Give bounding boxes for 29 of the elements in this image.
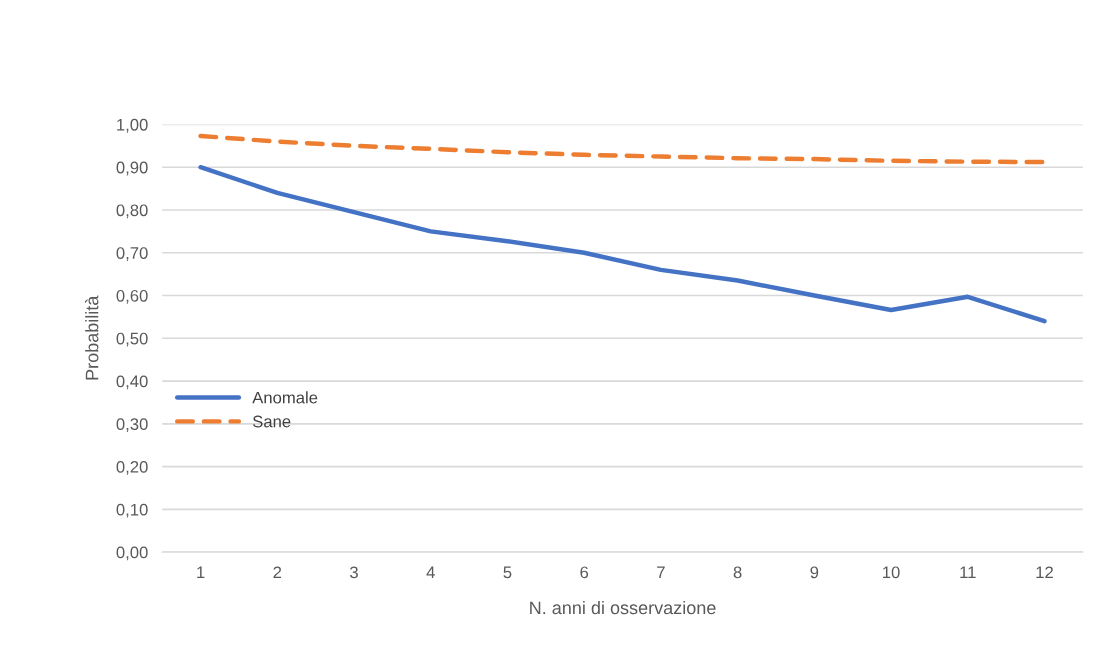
x-tick-label: 12 xyxy=(1036,566,1053,579)
y-tick-label: 0,20 xyxy=(116,460,148,475)
y-tick-label: 0,70 xyxy=(116,247,148,261)
x-tick-label: 8 xyxy=(733,566,742,579)
x-tick-label: 9 xyxy=(810,566,819,579)
y-tick-label: 0,80 xyxy=(116,204,148,219)
legend-label: Anomale xyxy=(252,391,318,404)
legend-label: Sane xyxy=(252,415,291,428)
y-tick-label: 0,00 xyxy=(116,546,148,561)
y-tick-label: 0,40 xyxy=(116,375,148,390)
x-tick-label: 11 xyxy=(960,566,976,579)
y-axis-title: Probabilità xyxy=(84,295,99,380)
x-tick-label: 7 xyxy=(657,566,665,579)
y-tick-label: 0,30 xyxy=(116,418,148,432)
x-tick-label: 6 xyxy=(580,566,589,579)
x-tick-label: 4 xyxy=(426,566,435,579)
line-series xyxy=(198,165,1047,324)
x-tick-label: 3 xyxy=(350,566,358,579)
x-tick-label: 1 xyxy=(197,566,205,579)
line-series xyxy=(198,133,1047,165)
y-tick-label: 0,10 xyxy=(116,503,148,518)
y-tick-label: 0,90 xyxy=(116,161,148,176)
x-tick-label: 2 xyxy=(273,566,282,579)
y-tick-label: 1,00 xyxy=(117,118,148,133)
x-axis-title: N. anni di osservazione xyxy=(530,600,716,615)
x-tick-label: 5 xyxy=(503,566,512,579)
y-tick-label: 0,60 xyxy=(116,289,148,304)
x-tick-label: 10 xyxy=(883,566,900,579)
y-tick-label: 0,50 xyxy=(116,332,148,347)
